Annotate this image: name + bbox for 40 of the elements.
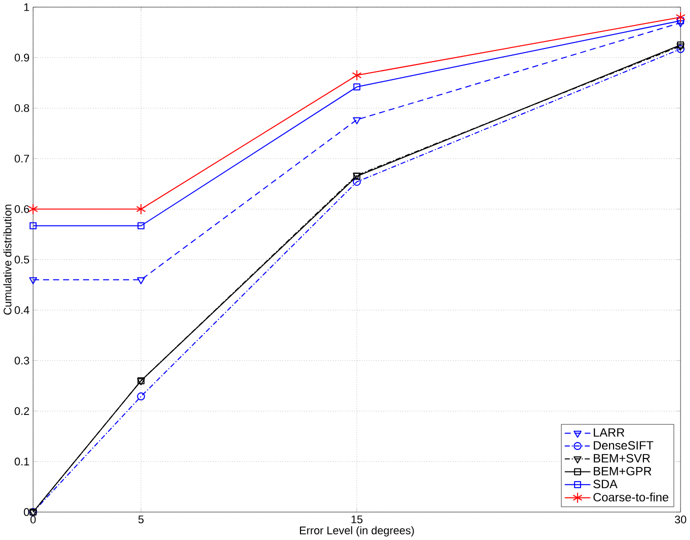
point	[352, 117, 361, 124]
point	[137, 277, 145, 284]
point	[136, 204, 146, 215]
point	[677, 17, 684, 24]
x-tick-label: 15	[352, 516, 362, 524]
x-tick-label: 30	[674, 516, 686, 524]
point	[676, 45, 685, 54]
y-tick-label: 0	[24, 508, 30, 516]
point	[352, 70, 362, 81]
point	[676, 44, 685, 51]
y-axis-title: Cumulative distribution	[3, 204, 12, 315]
point	[29, 277, 38, 284]
x-tick-label: 5	[138, 516, 144, 524]
y-tick-label: 0.4	[14, 306, 30, 314]
y-tick-label: 0.8	[14, 104, 30, 112]
y-tick-label: 0.9	[14, 54, 30, 62]
y-tick-label: 0.2	[14, 407, 30, 416]
y-tick-label: 0.7	[14, 154, 30, 163]
legend-label: Coarse-to-fine	[593, 492, 668, 502]
legend-label: SDA	[593, 480, 618, 488]
point	[28, 204, 38, 215]
legend-label: BEM+SVR	[594, 454, 650, 463]
point	[138, 222, 145, 230]
y-tick-label: 1	[24, 3, 30, 11]
y-tick-label: 0.5	[14, 256, 30, 264]
point	[676, 12, 686, 23]
x-tick-label: 0	[30, 516, 36, 524]
point	[137, 392, 146, 401]
x-axis-title: Error Level (in degrees)	[300, 526, 414, 537]
legend-label: DenseSIFT	[594, 441, 654, 450]
y-tick-label: 0.1	[14, 458, 30, 466]
point	[353, 83, 360, 90]
point	[352, 178, 361, 186]
point	[30, 222, 37, 230]
point	[676, 20, 685, 28]
y-tick-label: 0.3	[14, 356, 30, 365]
legend-label: LARR	[594, 428, 624, 437]
y-tick-label: 0.6	[14, 205, 30, 214]
legend-label: BEM+GPR	[594, 466, 652, 476]
point	[677, 42, 684, 49]
